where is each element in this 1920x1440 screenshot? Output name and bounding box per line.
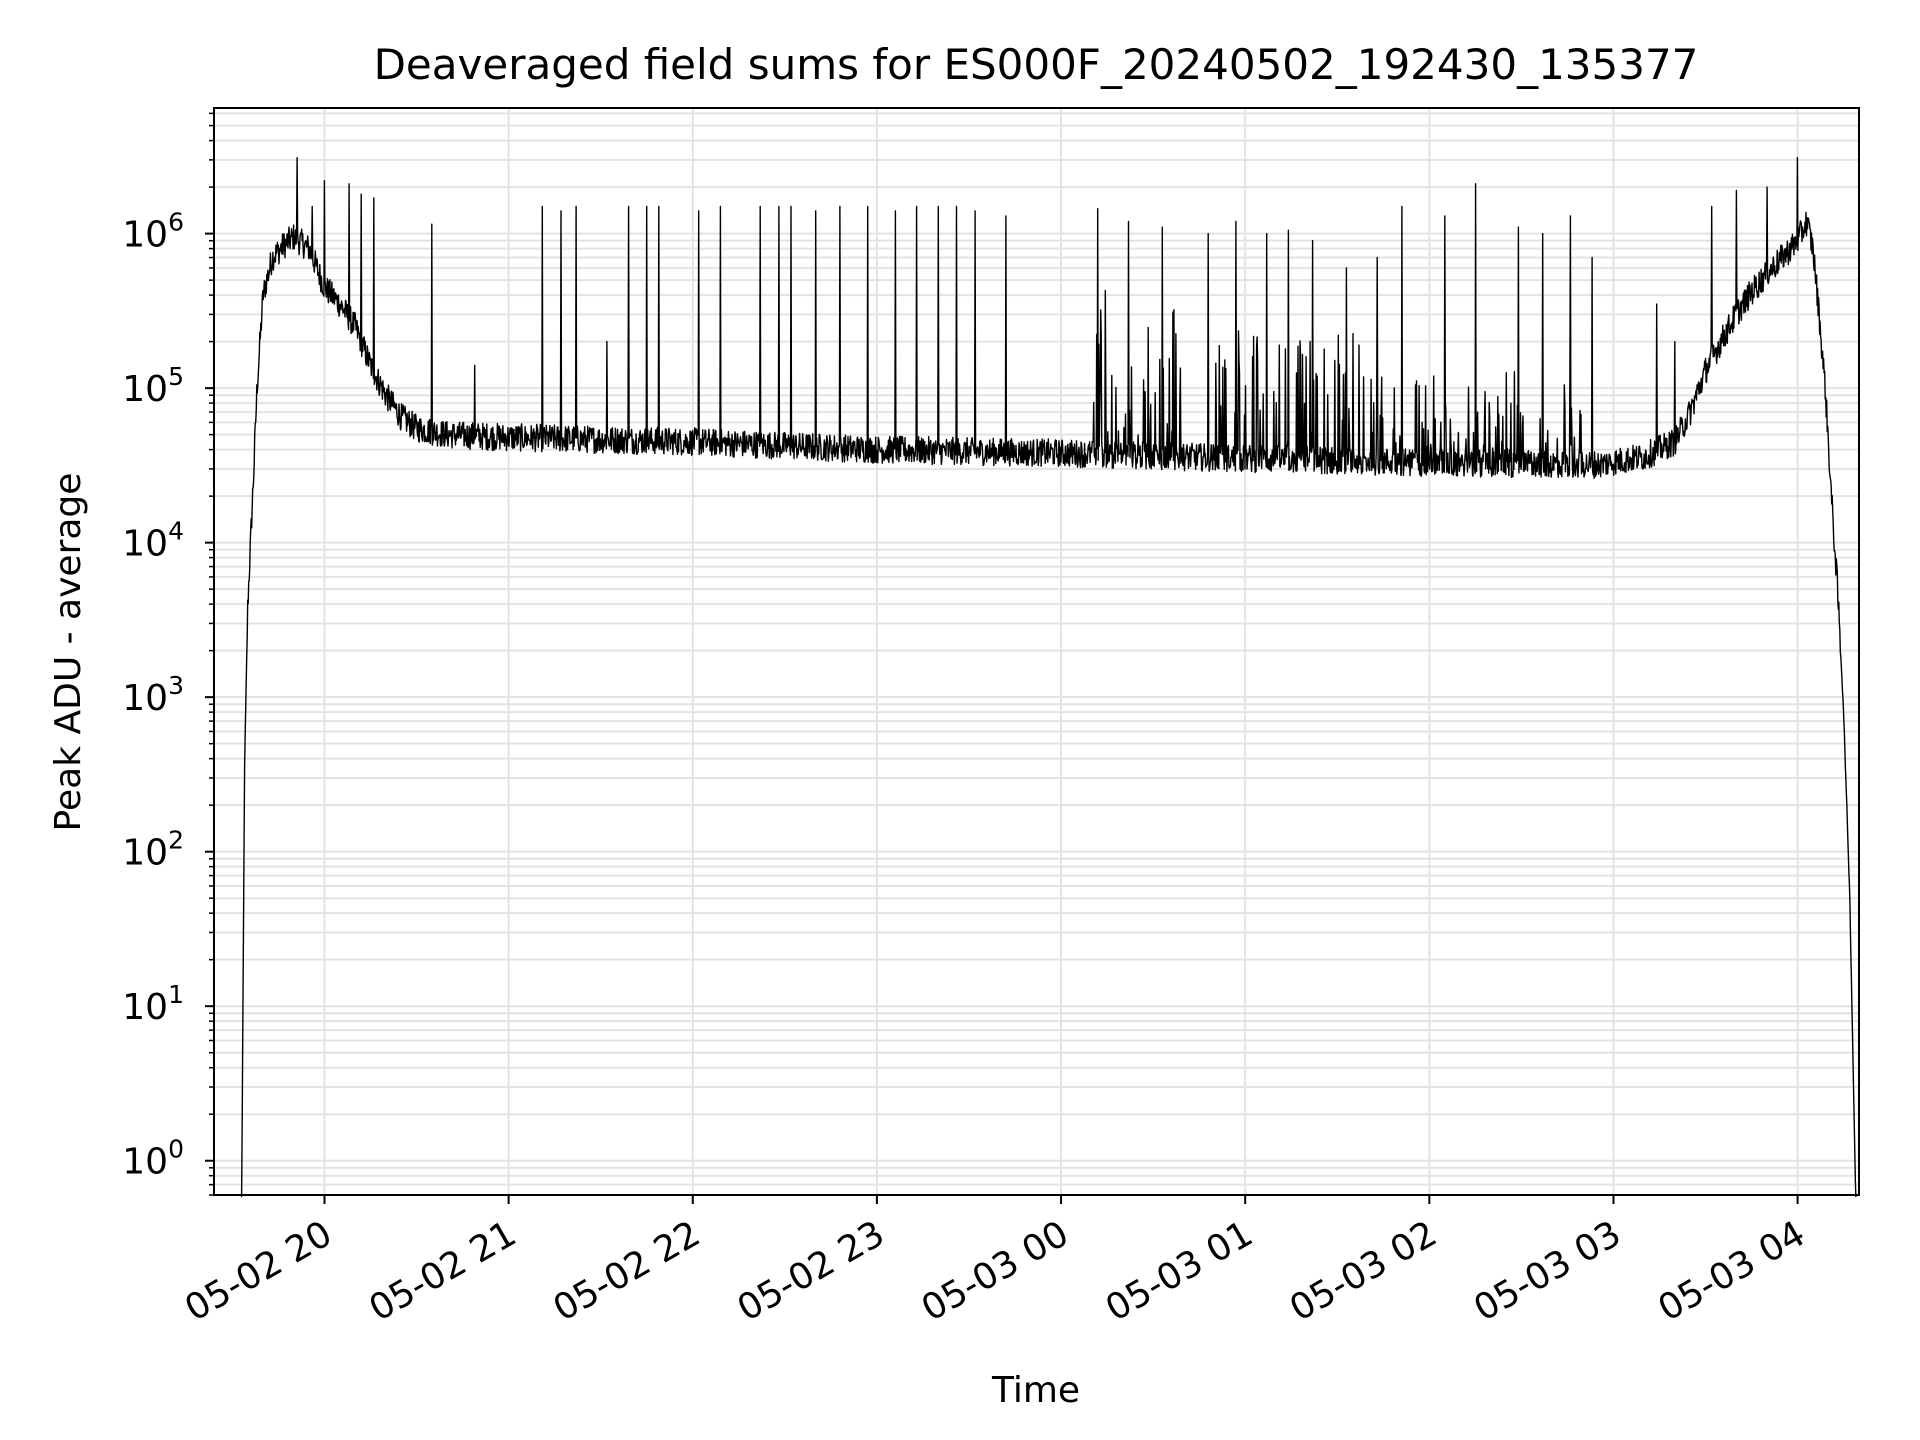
x-axis-label: Time (991, 1370, 1080, 1411)
y-tick-label: 102 (122, 826, 184, 874)
plot-frame (213, 107, 1860, 1196)
data-line (240, 157, 1857, 1198)
y-tick-label-base: 10 (122, 369, 168, 410)
y-tick-label-exponent: 6 (168, 208, 184, 237)
y-tick-label-exponent: 1 (168, 980, 184, 1009)
y-tick-label-base: 10 (122, 215, 168, 256)
series-line (240, 157, 1857, 1198)
y-tick-label-exponent: 2 (168, 826, 184, 855)
y-tick-label-base: 10 (122, 987, 168, 1028)
y-tick-label-exponent: 4 (168, 517, 184, 546)
y-tick-label-exponent: 0 (168, 1135, 184, 1164)
y-tick-label: 103 (122, 671, 184, 719)
y-tick-label: 101 (122, 980, 184, 1028)
y-tick-label: 104 (122, 517, 184, 565)
y-tick-label-base: 10 (122, 678, 168, 719)
y-tick-label: 106 (122, 208, 184, 256)
y-tick-label-exponent: 3 (168, 671, 184, 700)
chart-title: Deaveraged field sums for ES000F_2024050… (374, 40, 1699, 89)
y-tick-label-exponent: 5 (168, 362, 184, 391)
y-axis-label: Peak ADU - average (48, 473, 89, 832)
y-tick-label-base: 10 (122, 1142, 168, 1183)
y-tick-label: 100 (122, 1135, 184, 1183)
y-tick-label-base: 10 (122, 524, 168, 565)
y-tick-label-base: 10 (122, 833, 168, 874)
y-tick-label: 105 (122, 362, 184, 410)
